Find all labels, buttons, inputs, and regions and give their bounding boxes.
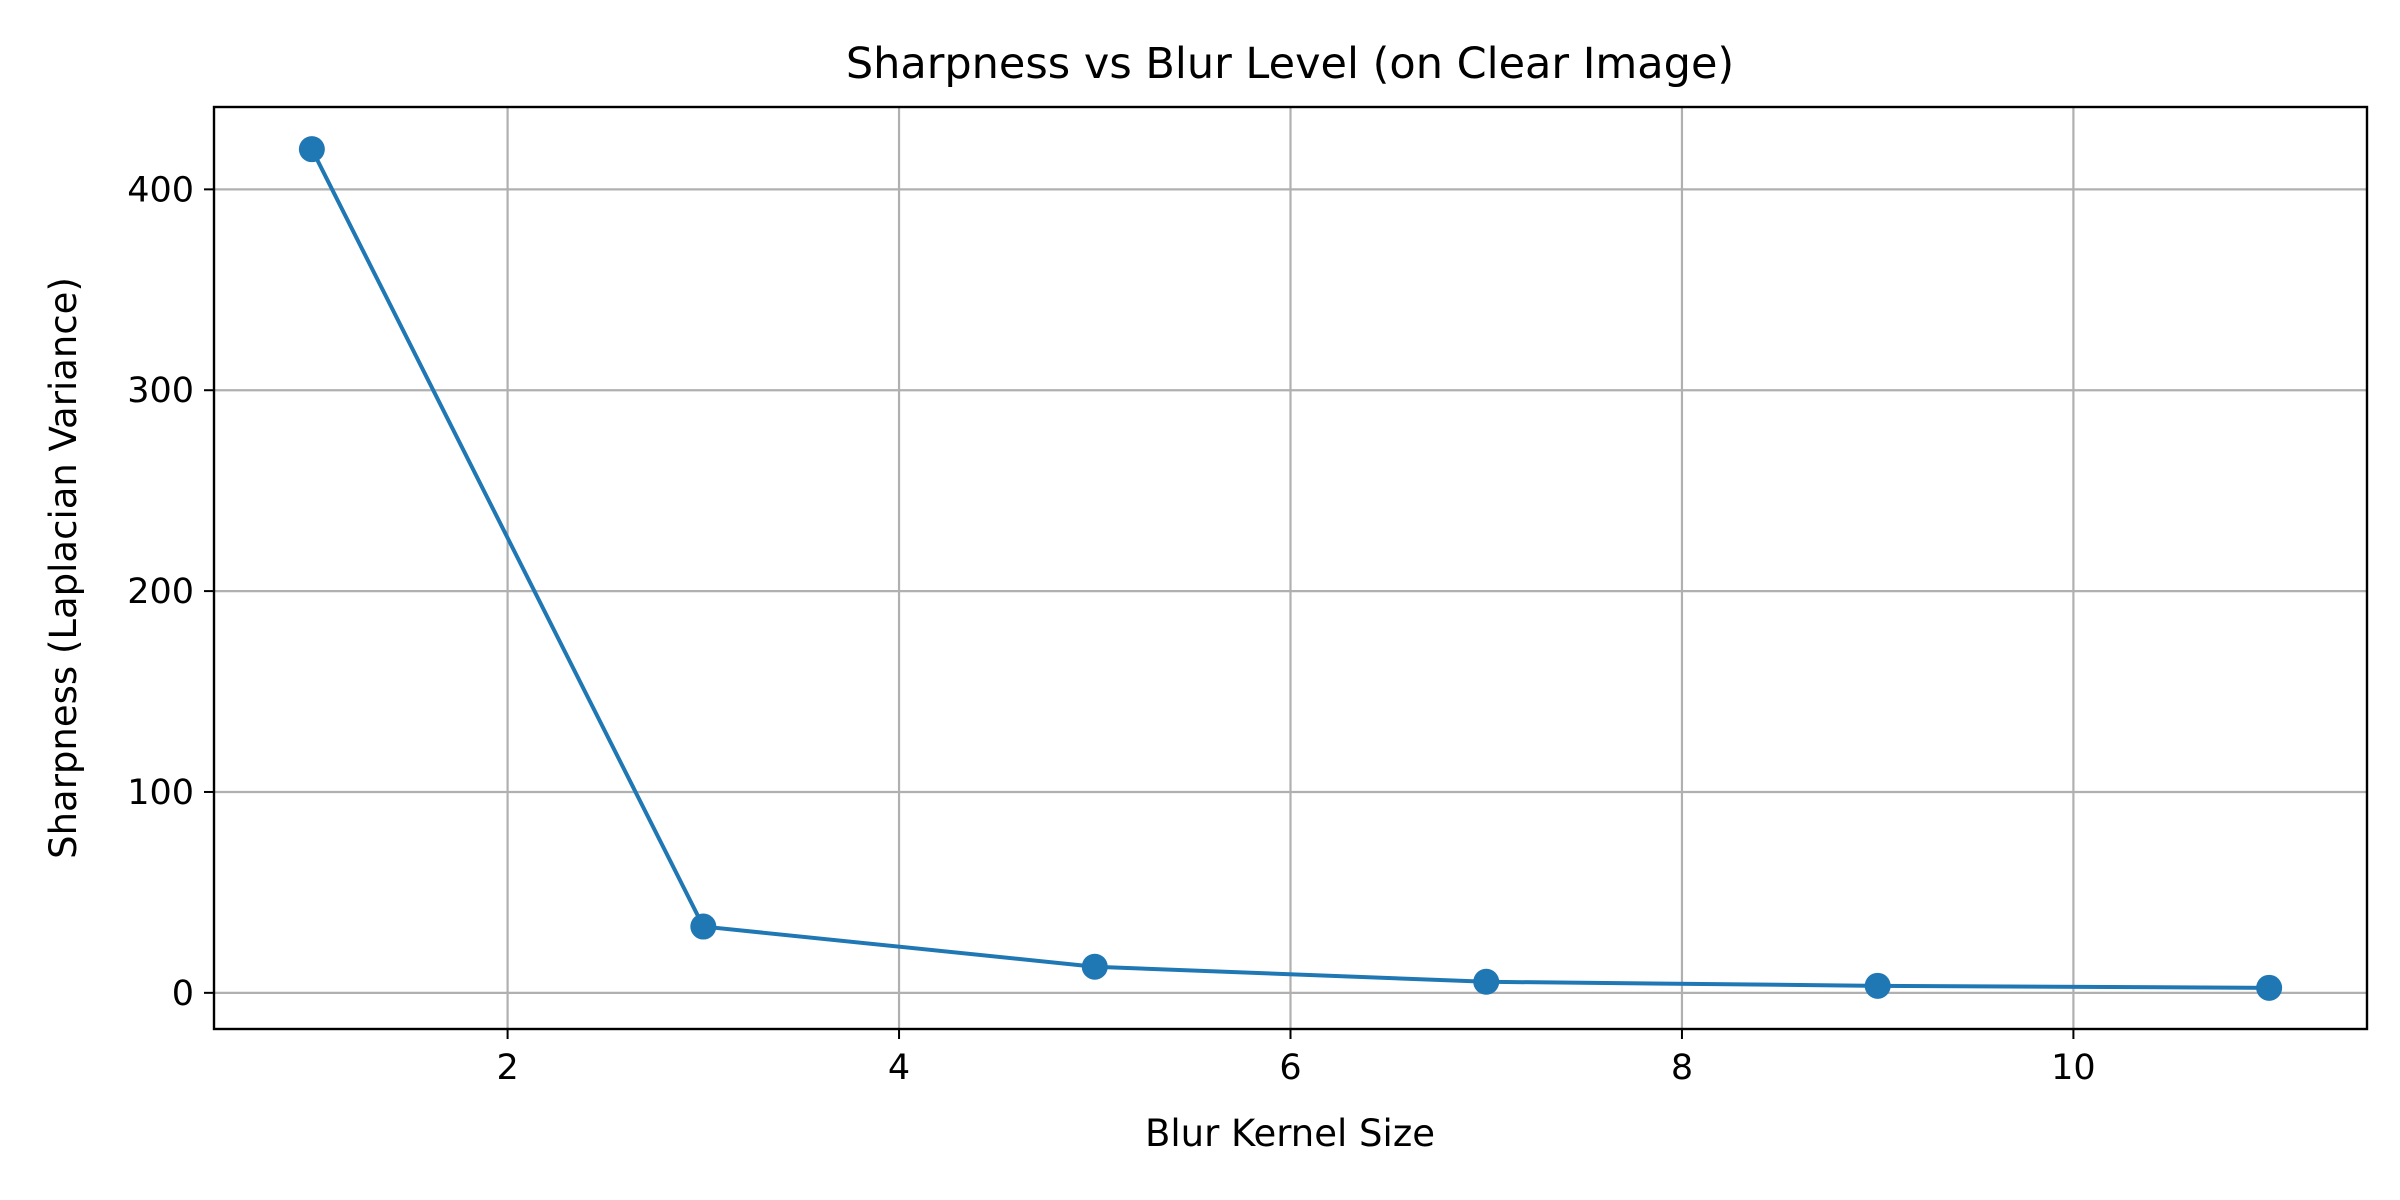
x-tick-label: 10 bbox=[2051, 1048, 2096, 1088]
data-point bbox=[1473, 968, 1500, 995]
x-axis-label: Blur Kernel Size bbox=[1145, 1112, 1435, 1155]
series-layer bbox=[298, 136, 2283, 1001]
x-tick-label: 8 bbox=[1671, 1048, 1693, 1088]
x-tick-label: 2 bbox=[496, 1048, 518, 1088]
grid bbox=[214, 107, 2367, 1029]
y-axis-label: Sharpness (Laplacian Variance) bbox=[42, 277, 85, 859]
data-point bbox=[690, 913, 717, 940]
data-point bbox=[1081, 953, 1108, 980]
data-point bbox=[298, 136, 325, 163]
y-tick-label: 200 bbox=[127, 572, 194, 612]
data-point bbox=[1864, 972, 1891, 999]
y-tick-label: 0 bbox=[172, 974, 194, 1014]
series-line bbox=[309, 147, 2272, 990]
x-tick-label: 6 bbox=[1279, 1048, 1301, 1088]
chart-title: Sharpness vs Blur Level (on Clear Image) bbox=[846, 39, 1734, 89]
x-tick-label: 4 bbox=[888, 1048, 910, 1088]
data-point bbox=[2256, 974, 2283, 1001]
y-tick-label: 100 bbox=[127, 773, 194, 813]
y-tick-label: 400 bbox=[127, 170, 194, 210]
y-tick-label: 300 bbox=[127, 371, 194, 411]
